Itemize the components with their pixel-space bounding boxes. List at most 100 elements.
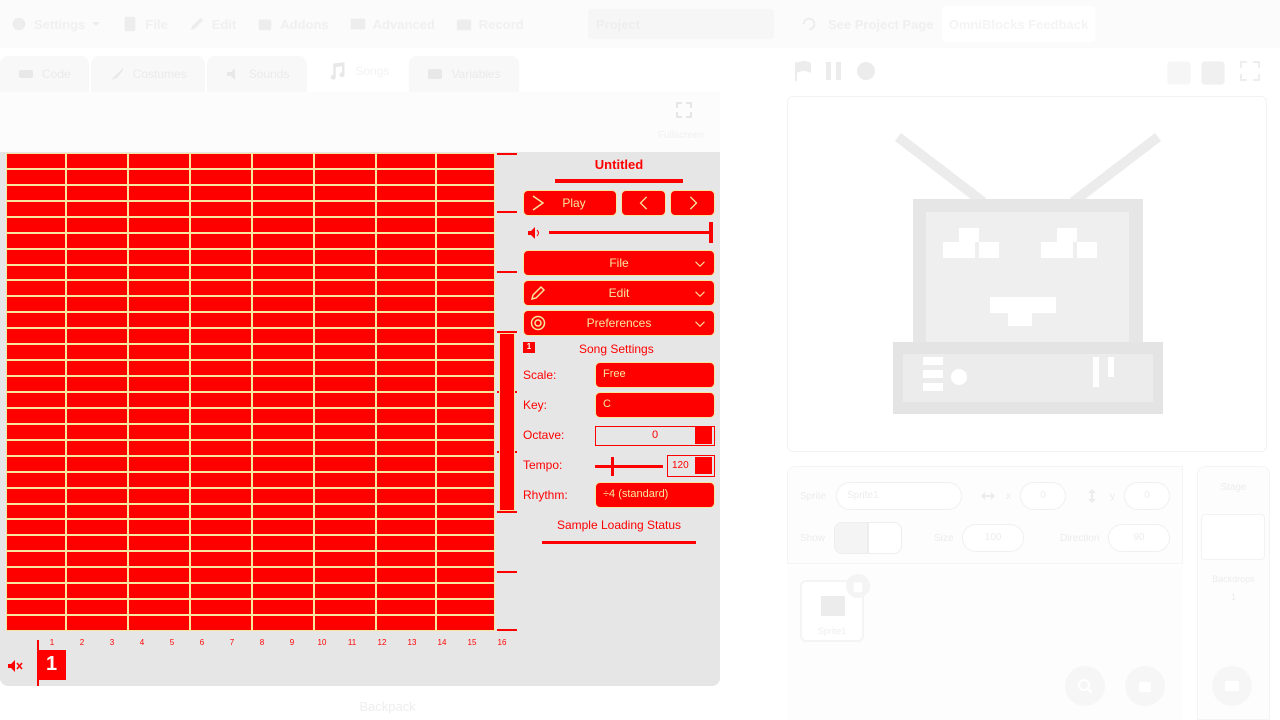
note-cell[interactable] <box>437 456 494 471</box>
see-project-page-link[interactable]: See Project Page <box>800 0 934 48</box>
key-select[interactable]: C <box>595 392 715 418</box>
note-cell[interactable] <box>253 377 313 391</box>
note-cell[interactable] <box>67 154 127 168</box>
note-cell[interactable] <box>67 265 127 280</box>
note-cell[interactable] <box>377 488 435 503</box>
tab-code[interactable]: Code <box>0 56 89 92</box>
note-cell[interactable] <box>67 361 127 376</box>
note-cell[interactable] <box>253 265 313 280</box>
note-cell[interactable] <box>191 456 251 471</box>
note-cell[interactable] <box>191 393 251 407</box>
note-cell[interactable] <box>129 345 189 360</box>
note-cell[interactable] <box>377 154 435 168</box>
pattern-number-badge[interactable]: 1 <box>37 650 66 680</box>
edit-dropdown[interactable]: Edit <box>523 280 715 306</box>
note-cell[interactable] <box>7 265 65 280</box>
note-cell[interactable] <box>315 536 375 551</box>
note-cell[interactable] <box>67 217 127 232</box>
volume-slider-thumb[interactable] <box>709 222 713 243</box>
record-menu[interactable]: Record <box>445 0 534 48</box>
note-cell[interactable] <box>7 361 65 376</box>
note-cell[interactable] <box>315 488 375 503</box>
feedback-button[interactable]: OmniBlocks Feedback <box>942 6 1095 42</box>
note-cell[interactable] <box>129 154 189 168</box>
fullscreen-icon[interactable] <box>676 102 692 118</box>
note-cell[interactable] <box>437 329 494 344</box>
note-cell[interactable] <box>129 472 189 487</box>
note-cell[interactable] <box>129 424 189 439</box>
note-cell[interactable] <box>437 217 494 232</box>
note-cell[interactable] <box>315 393 375 407</box>
note-cell[interactable] <box>437 297 494 312</box>
note-cell[interactable] <box>191 233 251 248</box>
tempo-stepper[interactable] <box>695 457 712 474</box>
note-cell[interactable] <box>191 488 251 503</box>
note-cell[interactable] <box>253 249 313 264</box>
note-cell[interactable] <box>67 169 127 184</box>
note-cell[interactable] <box>315 297 375 312</box>
note-cell[interactable] <box>315 584 375 599</box>
show-hidden-toggle[interactable] <box>868 522 902 554</box>
y-input[interactable]: 0 <box>1124 482 1170 510</box>
note-cell[interactable] <box>129 201 189 216</box>
note-cell[interactable] <box>315 169 375 184</box>
octave-scroll-thumb[interactable] <box>499 333 515 511</box>
note-cell[interactable] <box>437 408 494 423</box>
choose-backdrop-button[interactable] <box>1212 666 1252 706</box>
note-cell[interactable] <box>437 584 494 599</box>
note-cell[interactable] <box>67 488 127 503</box>
note-cell[interactable] <box>377 408 435 423</box>
previous-button[interactable] <box>621 190 666 216</box>
note-cell[interactable] <box>7 488 65 503</box>
note-cell[interactable] <box>437 361 494 376</box>
note-cell[interactable] <box>7 297 65 312</box>
note-cell[interactable] <box>129 440 189 455</box>
note-cell[interactable] <box>7 552 65 567</box>
note-cell[interactable] <box>129 552 189 567</box>
note-cell[interactable] <box>437 249 494 264</box>
note-cell[interactable] <box>377 313 435 328</box>
note-cell[interactable] <box>315 408 375 423</box>
note-cell[interactable] <box>315 361 375 376</box>
stage-thumbnail[interactable] <box>1201 514 1265 560</box>
note-cell[interactable] <box>129 568 189 583</box>
note-cell[interactable] <box>129 217 189 232</box>
note-cell[interactable] <box>377 217 435 232</box>
note-cell[interactable] <box>253 201 313 216</box>
delete-sprite-button[interactable] <box>846 574 870 598</box>
note-cell[interactable] <box>437 345 494 360</box>
note-cell[interactable] <box>253 552 313 567</box>
note-cell[interactable] <box>191 568 251 583</box>
file-dropdown[interactable]: File <box>523 250 715 276</box>
mute-icon[interactable] <box>7 658 23 674</box>
note-cell[interactable] <box>191 472 251 487</box>
note-cell[interactable] <box>253 361 313 376</box>
note-cell[interactable] <box>67 408 127 423</box>
note-cell[interactable] <box>377 185 435 200</box>
note-cell[interactable] <box>67 552 127 567</box>
robot-sprite[interactable] <box>893 132 1163 422</box>
note-cell[interactable] <box>437 233 494 248</box>
note-cell[interactable] <box>253 600 313 615</box>
note-cell[interactable] <box>377 568 435 583</box>
note-cell[interactable] <box>253 472 313 487</box>
note-cell[interactable] <box>67 520 127 535</box>
note-cell[interactable] <box>129 456 189 471</box>
note-cell[interactable] <box>315 281 375 296</box>
note-cell[interactable] <box>129 377 189 391</box>
note-cell[interactable] <box>191 345 251 360</box>
note-cell[interactable] <box>67 185 127 200</box>
note-cell[interactable] <box>377 600 435 615</box>
note-cell[interactable] <box>129 520 189 535</box>
note-cell[interactable] <box>253 345 313 360</box>
volume-slider[interactable] <box>549 231 713 234</box>
note-cell[interactable] <box>129 313 189 328</box>
note-cell[interactable] <box>315 504 375 519</box>
note-cell[interactable] <box>7 536 65 551</box>
note-cell[interactable] <box>437 520 494 535</box>
note-cell[interactable] <box>253 568 313 583</box>
note-cell[interactable] <box>253 584 313 599</box>
note-cell[interactable] <box>129 265 189 280</box>
note-cell[interactable] <box>377 361 435 376</box>
note-cell[interactable] <box>67 329 127 344</box>
